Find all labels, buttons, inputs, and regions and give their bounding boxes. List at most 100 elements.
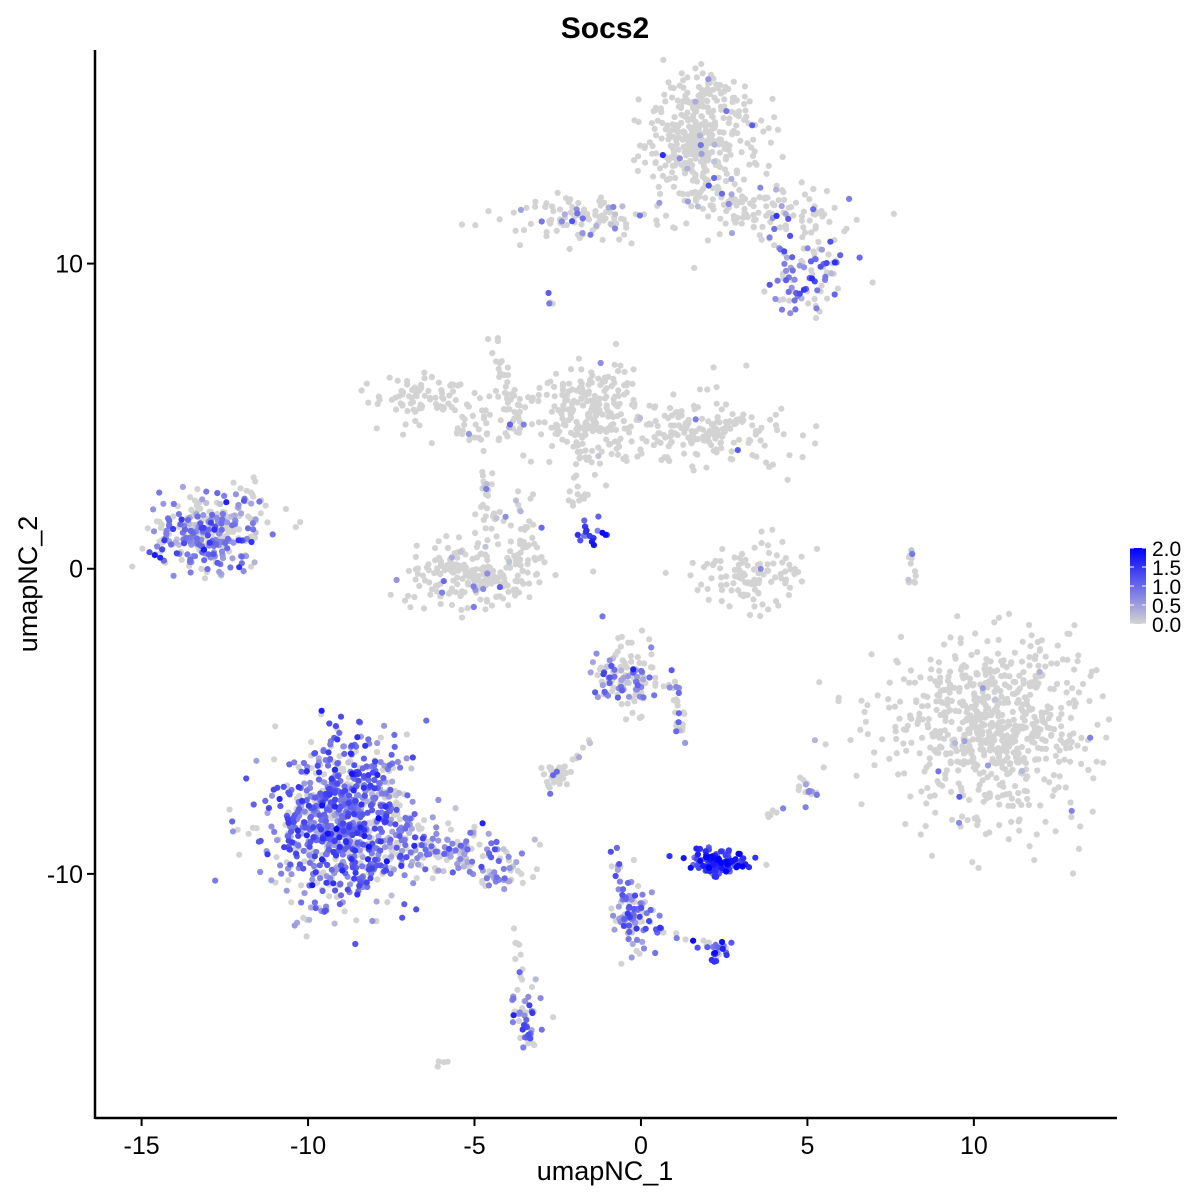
data-point (440, 395, 447, 402)
data-point (395, 789, 403, 797)
data-point (566, 380, 573, 387)
data-point (730, 78, 737, 85)
data-point (928, 666, 935, 673)
data-point (1037, 802, 1044, 809)
data-point (405, 567, 413, 575)
data-point (396, 816, 403, 823)
data-point (360, 784, 367, 791)
data-point (536, 555, 543, 562)
data-point (743, 362, 750, 369)
data-point (601, 199, 608, 206)
data-point (325, 762, 332, 769)
data-point (274, 837, 281, 844)
data-point (1036, 668, 1043, 676)
scatter-points (129, 56, 1113, 1070)
data-point (731, 566, 738, 574)
data-point (470, 603, 477, 611)
data-point (575, 355, 583, 362)
y-tick-label: -10 (47, 861, 83, 889)
data-point (1077, 823, 1084, 830)
data-point (924, 693, 931, 701)
data-point (703, 854, 710, 861)
data-point (670, 85, 677, 92)
data-point (175, 510, 182, 518)
data-point (383, 858, 390, 865)
data-point (473, 566, 480, 573)
data-point (628, 240, 635, 247)
data-point (536, 841, 544, 848)
data-point (959, 743, 966, 750)
data-point (548, 424, 555, 431)
data-point (639, 891, 646, 898)
data-point (773, 809, 780, 816)
data-point (416, 582, 423, 590)
data-point (505, 853, 512, 861)
data-point (408, 765, 415, 772)
data-point (240, 497, 248, 504)
data-point (974, 649, 981, 656)
data-point (610, 203, 617, 211)
data-point (439, 589, 446, 596)
data-point (355, 777, 362, 784)
data-point (1005, 836, 1012, 843)
data-point (1026, 621, 1033, 629)
data-point (387, 786, 394, 794)
data-point (1052, 752, 1059, 760)
data-point (800, 224, 807, 231)
data-point (700, 937, 707, 944)
data-point (707, 128, 714, 135)
data-point (414, 570, 421, 577)
data-point (669, 144, 676, 151)
data-point (482, 525, 489, 532)
data-point (1031, 857, 1038, 864)
data-point (900, 676, 908, 683)
data-point (779, 559, 786, 566)
data-point (347, 750, 354, 757)
data-point (364, 856, 372, 863)
data-point (933, 706, 940, 714)
data-point (445, 820, 452, 827)
data-point (354, 829, 361, 837)
data-point (750, 217, 758, 224)
data-point (999, 737, 1006, 744)
data-point (623, 221, 630, 228)
data-point (571, 432, 578, 439)
data-point (1027, 706, 1034, 714)
data-point (713, 449, 720, 456)
data-point (316, 812, 323, 819)
data-point (393, 406, 400, 413)
data-point (514, 412, 521, 419)
data-point (419, 835, 426, 842)
data-point (620, 216, 627, 223)
data-point (427, 591, 434, 598)
data-point (781, 248, 788, 255)
data-point (348, 856, 355, 863)
data-point (295, 832, 302, 840)
data-point (705, 596, 712, 603)
data-point (517, 549, 524, 556)
data-point (986, 669, 994, 676)
data-point (769, 526, 776, 533)
data-point (351, 875, 358, 882)
data-point (531, 540, 538, 547)
data-point (388, 892, 395, 899)
data-point (384, 899, 391, 906)
data-point (218, 526, 225, 533)
data-point (648, 889, 655, 896)
data-point (597, 359, 604, 367)
data-point (288, 828, 295, 835)
data-point (1054, 642, 1061, 649)
data-point (1079, 680, 1087, 688)
data-point (613, 445, 620, 452)
data-point (668, 428, 675, 435)
data-point (375, 393, 382, 400)
data-point (671, 678, 679, 685)
data-point (744, 562, 751, 569)
data-point (993, 775, 1000, 782)
data-point (457, 856, 464, 863)
data-point (780, 431, 787, 438)
data-point (268, 823, 275, 830)
data-point (193, 535, 200, 542)
data-point (634, 167, 642, 174)
data-point (740, 176, 748, 183)
